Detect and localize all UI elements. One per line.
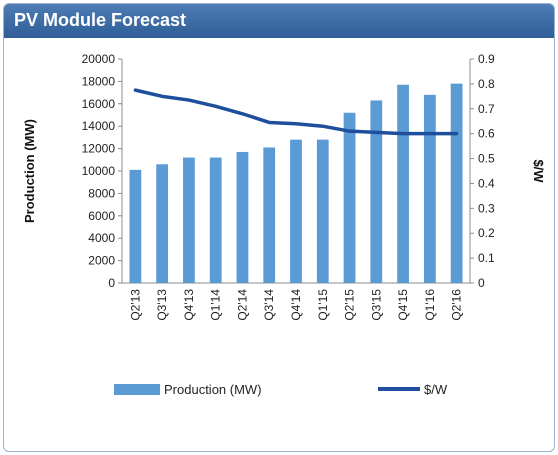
x-tick-label: Q4'15 — [396, 289, 410, 321]
left-tick-label: 10000 — [82, 164, 116, 178]
right-tick-label: 0.3 — [478, 201, 495, 215]
left-tick-label: 6000 — [88, 209, 115, 223]
chart-svg: 0 2000 4000 6000 8000 10000 12000 14000 16000 180… — [22, 52, 546, 397]
title-bar: PV Module Forecast — [4, 4, 554, 38]
bar — [183, 157, 195, 283]
bar — [397, 84, 409, 283]
bar — [129, 169, 142, 283]
price-point — [295, 123, 297, 125]
x-tick-label: Q3'15 — [369, 289, 383, 321]
right-tick-label: 0.8 — [478, 77, 495, 91]
x-tick-label: Q3'13 — [155, 289, 169, 321]
right-tick-label: 0 — [478, 276, 485, 290]
price-point — [134, 89, 136, 91]
x-tick-label: Q2'14 — [235, 289, 249, 321]
x-tick-label: Q4'13 — [182, 289, 196, 321]
x-tick-label: Q1'15 — [316, 289, 330, 321]
chart-title: PV Module Forecast — [14, 10, 187, 30]
bar — [370, 100, 383, 283]
right-tick-label: 0.9 — [478, 52, 495, 66]
bar — [236, 151, 249, 283]
x-tick-label: Q4'14 — [289, 289, 303, 321]
left-tick-label: 8000 — [88, 186, 115, 200]
x-tick-label: Q1'16 — [423, 289, 437, 321]
x-tick-label: Q2'15 — [343, 289, 357, 321]
right-tick-label: 0.2 — [478, 226, 495, 240]
left-tick-label: 14000 — [82, 119, 116, 133]
left-axis-title: Production (MW) — [22, 119, 37, 223]
right-tick-label: 0.4 — [478, 176, 495, 190]
bar — [156, 164, 169, 283]
price-point — [161, 95, 163, 97]
right-tick-label: 0.6 — [478, 127, 495, 141]
left-tick-label: 4000 — [88, 231, 115, 245]
price-point — [402, 133, 404, 135]
left-tick-label: 12000 — [82, 142, 116, 156]
bar — [450, 83, 463, 283]
left-tick-label: 18000 — [82, 74, 116, 88]
bar — [343, 112, 356, 283]
bar — [423, 94, 436, 283]
bar — [263, 147, 276, 283]
right-axis-title: $/W — [531, 159, 546, 183]
left-tick-label: 16000 — [82, 97, 116, 111]
right-tick-label: 0.1 — [478, 251, 495, 265]
price-point — [375, 131, 377, 133]
bar — [316, 139, 329, 283]
x-tick-label: Q2'13 — [128, 289, 142, 321]
price-point — [429, 133, 431, 135]
legend-label-production: Production (MW) — [164, 382, 262, 397]
x-tick-label: Q3'14 — [262, 289, 276, 321]
legend-swatch-production — [114, 384, 160, 395]
right-tick-label: 0.7 — [478, 102, 495, 116]
price-point — [456, 133, 458, 135]
price-point — [268, 121, 270, 123]
left-tick-label: 20000 — [82, 52, 116, 66]
x-tick-label: Q1'14 — [209, 289, 223, 321]
left-tick-label: 0 — [108, 276, 115, 290]
bar — [290, 139, 302, 283]
x-tick-label: Q2'16 — [450, 289, 464, 321]
price-point — [241, 113, 243, 115]
price-point — [188, 99, 190, 101]
price-point — [322, 125, 324, 127]
chart-panel: PV Module Forecast 0 2000 4000 6000 8000 1000… — [3, 3, 555, 452]
bar — [209, 157, 222, 283]
left-tick-label: 2000 — [88, 254, 115, 268]
legend-label-price: $/W — [424, 382, 448, 397]
right-tick-label: 0.5 — [478, 152, 495, 166]
price-point — [349, 130, 351, 132]
price-point — [215, 105, 217, 107]
